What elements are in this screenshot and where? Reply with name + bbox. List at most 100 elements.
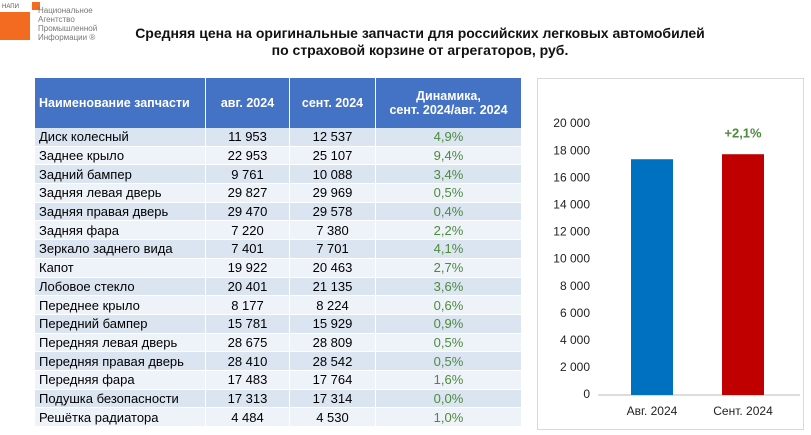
table-row: Задняя правая дверь 29 470 29 578 0,4% <box>35 202 522 222</box>
table-cell: 17 483 <box>205 370 290 390</box>
table-body: Диск колесный 11 953 12 537 4,9% Заднее крыл… <box>35 128 522 427</box>
logo-square <box>0 12 30 40</box>
y-tick-label: 4 000 <box>560 333 590 347</box>
y-tick-label: 16 000 <box>553 170 590 184</box>
header-cell: авг. 2024 <box>205 78 290 128</box>
y-tick-label: 10 000 <box>553 252 590 266</box>
table-cell: Задняя левая дверь <box>35 183 206 203</box>
table-cell: 1,6% <box>375 370 522 390</box>
table-row: Зеркало заднего вида 7 401 7 701 4,1% <box>35 239 522 259</box>
table-row: Передняя левая дверь 28 675 28 809 0,5% <box>35 333 522 353</box>
price-table: Наименование запчасти авг. 2024 сент. 2024… <box>35 78 522 427</box>
table-cell: 4 530 <box>289 407 376 427</box>
x-tick-label: Авг. 2024 <box>627 404 678 418</box>
table-cell: 8 177 <box>205 295 290 315</box>
table-cell: 4 484 <box>205 407 290 427</box>
table-cell: 3,4% <box>375 164 522 185</box>
table-row: Переднее крыло 8 177 8 224 0,6% <box>35 295 522 315</box>
table-cell: 7 401 <box>205 239 290 259</box>
chart-panel <box>537 78 804 430</box>
table-cell: 2,7% <box>375 258 522 278</box>
header-row: Наименование запчасти авг. 2024 сент. 2024… <box>35 78 522 128</box>
table-cell: Задняя фара <box>35 220 206 241</box>
table-row: Передний бампер 15 781 15 929 0,9% <box>35 314 522 334</box>
y-tick-label: 2 000 <box>560 360 590 374</box>
table-row: Заднее крыло 22 953 25 107 9,4% <box>35 146 522 166</box>
table-cell: Подушка безопасности <box>35 389 206 409</box>
y-tick-label: 12 000 <box>553 225 590 239</box>
table-cell: Задний бампер <box>35 164 206 185</box>
table-cell: Передняя фара <box>35 370 206 390</box>
y-tick-label: 20 000 <box>553 116 590 130</box>
table-cell: 29 578 <box>289 202 376 222</box>
table-cell: 29 969 <box>289 183 376 203</box>
table-cell: Передняя левая дверь <box>35 333 206 353</box>
table-cell: 9 761 <box>205 164 290 185</box>
table-row: Капот 19 922 20 463 2,7% <box>35 258 522 278</box>
bar <box>722 154 764 395</box>
table-cell: 17 314 <box>289 389 376 409</box>
table-cell: 25 107 <box>289 146 376 166</box>
table-cell: 15 929 <box>289 314 376 334</box>
table-row: Подушка безопасности 17 313 17 314 0,0% <box>35 389 522 409</box>
x-tick-label: Сент. 2024 <box>713 404 773 418</box>
table-cell: 0,0% <box>375 389 522 409</box>
table-row: Задняя левая дверь 29 827 29 969 0,5% <box>35 183 522 203</box>
table-cell: 3,6% <box>375 277 522 297</box>
logo-abbr: НАПИ <box>2 4 19 10</box>
y-tick-label: 8 000 <box>560 279 590 293</box>
table-cell: 20 401 <box>205 277 290 297</box>
table-cell: 2,2% <box>375 220 522 241</box>
table-cell: 20 463 <box>289 258 376 278</box>
y-tick-label: 6 000 <box>560 306 590 320</box>
table-cell: 28 542 <box>289 351 376 371</box>
header-cell: Наименование запчасти <box>35 78 206 128</box>
table-cell: 10 088 <box>289 164 376 185</box>
table-cell: Передний бампер <box>35 314 206 334</box>
table-cell: 7 701 <box>289 239 376 259</box>
annotation: +2,1% <box>724 125 762 140</box>
table-row: Задняя фара 7 220 7 380 2,2% <box>35 220 522 241</box>
table-cell: 21 135 <box>289 277 376 297</box>
table-cell: Заднее крыло <box>35 146 206 166</box>
table-cell: Переднее крыло <box>35 295 206 315</box>
table-cell: 29 470 <box>205 202 290 222</box>
table-cell: 29 827 <box>205 183 290 203</box>
logo-text: Национальное Агентство Промышленной Инфо… <box>38 6 98 42</box>
table-cell: Зеркало заднего вида <box>35 239 206 259</box>
y-tick-label: 18 000 <box>553 143 590 157</box>
table-row: Передняя фара 17 483 17 764 1,6% <box>35 370 522 390</box>
table-cell: Лобовое стекло <box>35 277 206 297</box>
table-cell: 12 537 <box>289 128 376 147</box>
table-cell: 11 953 <box>205 128 290 147</box>
table-cell: 0,9% <box>375 314 522 334</box>
table-cell: Передняя правая дверь <box>35 351 206 371</box>
bar <box>631 159 673 395</box>
title: Средняя цена на оригинальные запчасти дл… <box>135 25 705 58</box>
table-cell: 17 313 <box>205 389 290 409</box>
table-cell: 15 781 <box>205 314 290 334</box>
table-cell: 0,5% <box>375 183 522 203</box>
logo-square <box>32 2 40 10</box>
header-cell: сент. 2024 <box>289 78 376 128</box>
table-cell: 7 220 <box>205 220 290 241</box>
table-cell: 0,6% <box>375 295 522 315</box>
table-cell: 8 224 <box>289 295 376 315</box>
table-row: Задний бампер 9 761 10 088 3,4% <box>35 164 522 185</box>
y-tick-label: 14 000 <box>553 197 590 211</box>
table-cell: 0,5% <box>375 333 522 353</box>
table-cell: 28 809 <box>289 333 376 353</box>
table-cell: 4,9% <box>375 128 522 147</box>
table-cell: 17 764 <box>289 370 376 390</box>
table-cell: 1,0% <box>375 407 522 427</box>
header-cell: Динамика, сент. 2024/авг. 2024 <box>375 78 522 128</box>
table-row: Передняя правая дверь 28 410 28 542 0,5% <box>35 351 522 371</box>
table-cell: 0,4% <box>375 202 522 222</box>
table-cell: Диск колесный <box>35 128 206 147</box>
table-row: Диск колесный 11 953 12 537 4,9% <box>35 128 522 147</box>
table-cell: Решётка радиатора <box>35 407 206 427</box>
table-cell: 7 380 <box>289 220 376 241</box>
table-cell: 28 675 <box>205 333 290 353</box>
